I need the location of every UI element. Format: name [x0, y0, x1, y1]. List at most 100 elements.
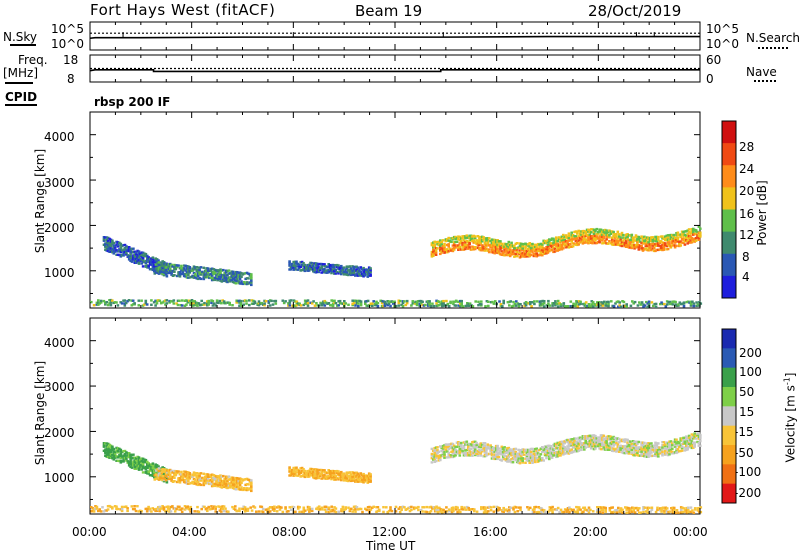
range-cell — [557, 444, 561, 447]
range-cell — [679, 233, 682, 236]
range-cell — [248, 487, 252, 490]
range-cell — [689, 241, 692, 244]
range-cell — [678, 445, 681, 449]
range-cell — [534, 460, 537, 464]
range-cell — [612, 435, 615, 439]
vel-cbar-tick-50: 50 — [739, 385, 755, 399]
range-cell — [671, 450, 674, 454]
range-cell — [163, 468, 166, 471]
range-cell — [132, 254, 135, 257]
range-cell — [321, 271, 325, 274]
range-cell — [584, 437, 587, 440]
range-cell — [546, 248, 550, 251]
range-cell — [465, 246, 469, 249]
range-cell — [557, 454, 561, 457]
range-cell — [231, 272, 235, 275]
range-cell — [659, 446, 663, 449]
range-cell — [576, 511, 580, 514]
range-cell — [182, 474, 186, 477]
range-cell — [168, 510, 171, 513]
range-cell — [398, 506, 402, 509]
range-cell — [187, 299, 191, 302]
range-cell — [159, 474, 162, 477]
range-cell — [195, 472, 199, 475]
range-cell — [692, 304, 696, 308]
range-cell — [106, 247, 110, 250]
range-cell — [641, 441, 645, 444]
range-cell — [419, 302, 423, 305]
range-cell — [295, 466, 298, 469]
range-cell — [697, 437, 701, 440]
range-cell — [296, 474, 300, 477]
range-cell — [340, 269, 343, 272]
range-cell — [653, 302, 656, 306]
range-cell — [450, 454, 453, 457]
range-cell — [91, 507, 94, 510]
range-cell — [159, 270, 162, 273]
range-cell — [636, 507, 640, 510]
range-cell — [238, 507, 241, 510]
range-cell — [172, 299, 176, 302]
range-cell — [108, 250, 111, 253]
range-cell — [218, 509, 222, 512]
range-cell — [500, 242, 504, 246]
range-cell — [605, 437, 608, 440]
range-cell — [245, 282, 249, 286]
range-cell — [109, 240, 113, 243]
range-cell — [529, 453, 533, 456]
range-cell — [528, 461, 531, 464]
range-cell — [503, 450, 506, 453]
range-cell — [355, 480, 358, 483]
range-cell — [284, 506, 287, 509]
range-cell — [507, 458, 511, 461]
range-cell — [326, 302, 329, 305]
range-cell — [369, 508, 373, 511]
range-cell — [130, 457, 134, 460]
range-cell — [421, 303, 424, 307]
range-cell — [144, 264, 148, 267]
range-cell — [594, 236, 597, 240]
range-cell — [679, 449, 682, 453]
range-cell — [369, 480, 372, 483]
range-cell — [535, 249, 538, 253]
range-cell — [645, 244, 649, 248]
range-cell — [144, 461, 148, 464]
range-cell — [556, 441, 559, 445]
range-cell — [664, 449, 667, 453]
range-cell — [148, 463, 152, 466]
range-cell — [596, 303, 599, 306]
range-cell — [334, 478, 337, 481]
range-cell — [161, 507, 164, 510]
range-cell — [106, 303, 110, 307]
range-cell — [317, 263, 321, 266]
range-cell — [295, 260, 298, 263]
range-cell — [452, 448, 456, 451]
range-cell — [365, 270, 368, 274]
range-cell — [203, 482, 207, 485]
range-cell — [136, 260, 139, 263]
range-cell — [351, 273, 354, 276]
range-cell — [359, 270, 363, 274]
range-cell — [415, 506, 419, 510]
power-ytick-1000: 1000 — [44, 266, 75, 280]
range-cell — [562, 238, 565, 241]
range-cell — [434, 459, 438, 463]
range-cell — [503, 245, 506, 249]
range-cell — [603, 240, 607, 243]
range-cell — [324, 271, 328, 274]
range-cell — [216, 481, 219, 484]
range-cell — [576, 300, 580, 304]
range-cell — [631, 440, 635, 443]
range-cell — [250, 483, 253, 486]
range-cell — [228, 303, 231, 306]
range-cell — [303, 473, 307, 476]
range-cell — [126, 248, 130, 251]
range-cell — [360, 268, 364, 271]
range-cell — [614, 302, 617, 305]
range-cell — [189, 507, 192, 510]
range-cell — [623, 244, 627, 248]
range-cell — [182, 267, 186, 270]
range-cell — [562, 440, 565, 444]
range-cell — [573, 230, 576, 234]
range-cell — [358, 299, 361, 303]
